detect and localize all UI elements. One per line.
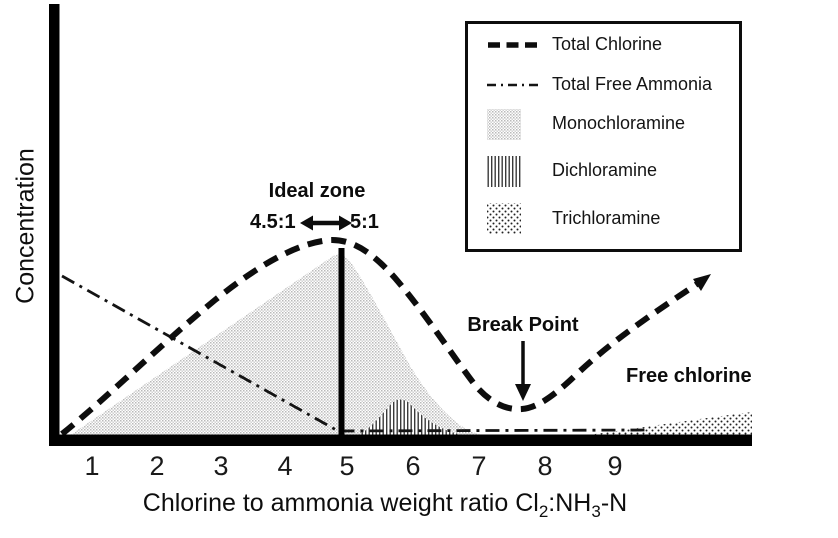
monochloramine-area: [66, 254, 504, 438]
x-tick-label-5: 5: [339, 451, 355, 481]
legend-item-trichloramine: Trichloramine: [552, 208, 661, 228]
y-axis-label: Concentration: [11, 148, 40, 304]
y-axis-bar: [49, 4, 60, 446]
trichloramine-area: [543, 412, 752, 441]
x-axis-label-end: -N: [600, 489, 628, 517]
legend-sample-dichloramine: [487, 156, 521, 187]
ideal-zone-vline: [338, 248, 345, 438]
x-tick-label-9: 9: [607, 451, 623, 481]
x-tick-label-6: 6: [405, 451, 421, 481]
x-tick-label-2: 2: [149, 451, 165, 481]
x-tick-label-8: 8: [537, 451, 553, 481]
break-point-arrow-icon: [515, 341, 531, 401]
legend-item-total-free-ammonia: Total Free Ammonia: [552, 74, 713, 94]
legend-item-monochloramine: Monochloramine: [552, 113, 686, 133]
total-chlorine-curve: [60, 236, 699, 437]
x-axis-label-sub1: 2: [538, 502, 549, 521]
legend-item-dichloramine: Dichloramine: [552, 160, 658, 180]
dichloramine-area: [349, 399, 500, 438]
legend-sample-trichloramine: [487, 203, 521, 234]
free-chlorine-arrowhead-icon: [693, 274, 711, 291]
x-tick-label-3: 3: [213, 451, 229, 481]
ideal-zone-title: Ideal zone: [268, 180, 366, 202]
x-axis-label-main: Chlorine to ammonia weight ratio Cl: [142, 489, 539, 517]
x-tick-label-7: 7: [471, 451, 487, 481]
ideal-zone-range-arrow-icon: [300, 215, 352, 231]
total-free-ammonia-line: [61, 274, 649, 433]
legend-item-total-chlorine: Total Chlorine: [552, 34, 663, 54]
ideal-zone-left-ratio: 4.5:1: [250, 211, 296, 233]
break-point-label: Break Point: [467, 314, 579, 336]
x-tick-label-4: 4: [277, 451, 293, 481]
x-axis-bar: [49, 434, 752, 446]
x-axis-label-mid: :NH: [548, 489, 592, 517]
x-tick-label-1: 1: [84, 451, 100, 481]
legend-sample-monochloramine: [487, 109, 521, 140]
ideal-zone-right-ratio: 5:1: [350, 211, 379, 233]
x-axis-label-sub2: 3: [591, 502, 601, 521]
x-axis-label: Chlorine to ammonia weight ratio Cl2:NH3…: [0, 489, 770, 522]
legend-box: [465, 21, 742, 252]
free-chlorine-label: Free chlorine: [626, 365, 752, 387]
